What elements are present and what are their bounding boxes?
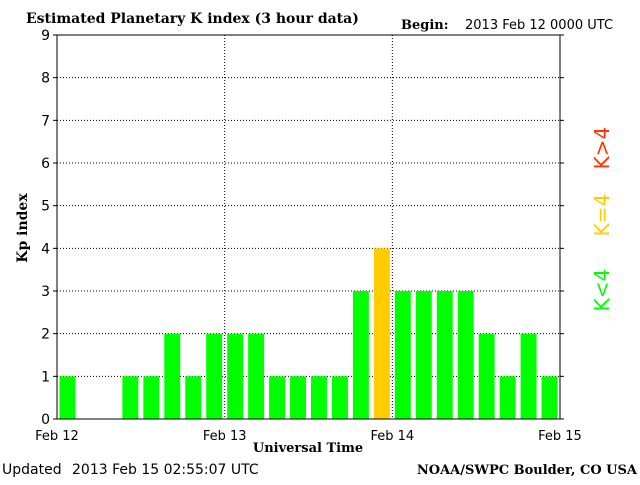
begin-value: 2013 Feb 12 0000 UTC [465, 18, 613, 33]
bar [269, 376, 286, 419]
bar [457, 291, 474, 419]
bar [373, 248, 390, 419]
x-axis-label: Universal Time [253, 441, 363, 456]
bar [311, 376, 327, 419]
bar [499, 376, 516, 419]
y-tick-label: 0 [41, 412, 50, 428]
bar [415, 291, 432, 419]
legend-above-4: K>4 [590, 127, 614, 170]
y-tick-label: 2 [41, 327, 50, 343]
y-tick-label: 6 [41, 156, 50, 172]
bar [59, 376, 76, 419]
bar [394, 291, 411, 419]
bar [206, 333, 223, 419]
bar [436, 291, 453, 419]
begin-label: Begin: [401, 18, 449, 33]
y-tick-label: 5 [41, 199, 50, 215]
footer-source: NOAA/SWPC Boulder, CO USA [417, 463, 638, 478]
y-tick-label: 9 [41, 28, 50, 44]
bars [59, 248, 558, 419]
axes [53, 34, 564, 420]
x-tick-label: Feb 14 [370, 429, 414, 444]
x-tick-labels: Feb 12 Feb 13 Feb 14 Feb 15 [35, 429, 582, 444]
bar [541, 376, 558, 419]
legend-below-4: K<4 [590, 269, 614, 312]
bar [331, 376, 348, 419]
bar [185, 376, 202, 419]
bar [164, 333, 181, 419]
bar [227, 333, 244, 419]
y-tick-label: 4 [41, 241, 50, 257]
legend-equal-4: K=4 [590, 194, 614, 237]
bar [290, 376, 306, 419]
x-tick-label: Feb 13 [203, 429, 247, 444]
plot-frame [56, 34, 561, 420]
y-axis-label: Kp index [15, 193, 31, 263]
y-tick-label: 3 [41, 284, 50, 300]
chart-title: Estimated Planetary K index (3 hour data… [26, 11, 359, 27]
y-tick-label: 8 [41, 71, 50, 87]
updated-value: 2013 Feb 15 02:55:07 UTC [72, 462, 259, 478]
bar [248, 333, 265, 419]
y-tick-label: 1 [41, 369, 50, 385]
bar [143, 376, 160, 419]
bar [122, 376, 139, 419]
grid-lines [57, 35, 560, 419]
y-tick-labels: 0 1 2 3 4 5 6 7 8 9 [41, 28, 50, 428]
y-tick-label: 7 [41, 113, 50, 129]
updated-label: Updated [2, 462, 62, 478]
bar [478, 333, 495, 419]
x-tick-label: Feb 12 [35, 429, 79, 444]
bar [520, 333, 537, 419]
x-tick-label: Feb 15 [538, 429, 582, 444]
bar [352, 291, 369, 419]
